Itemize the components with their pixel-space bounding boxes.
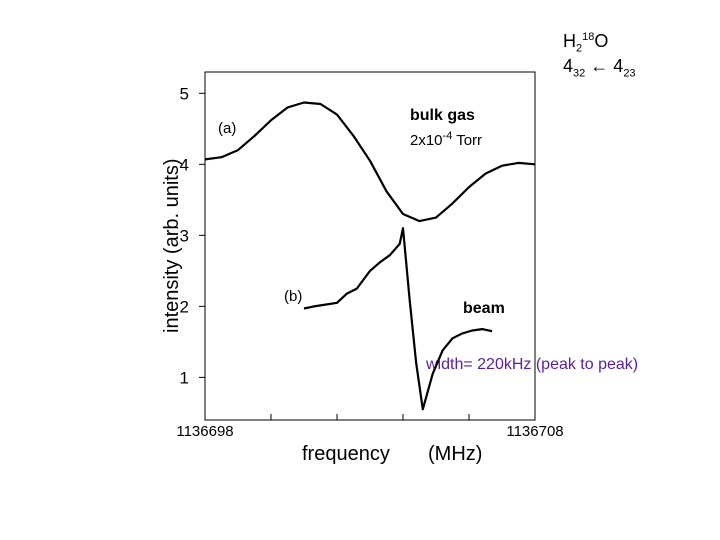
plot-frame [204,71,536,421]
x-axis-ticks: 1136698 1136708 [176,414,564,440]
beam-label: beam [463,300,505,317]
transition-label: 432 ← 423 [563,56,636,80]
molecule-sub: 2 [576,42,583,55]
series-label-a: (a) [218,120,236,137]
transition-lower: 4 [613,56,624,76]
y-axis-ticks: 1 2 3 4 5 [180,84,205,387]
molecule-tail: O [594,31,609,51]
x-tick-label: 1136708 [506,423,563,440]
molecule-base: H [563,31,576,51]
y-axis-label: intensity (arb. units) [161,158,183,333]
trace-beam [303,227,493,411]
pressure-exp: -4 [442,130,453,142]
transition-upper: 4 [563,56,574,76]
bulk-gas-label: bulk gas [410,107,475,124]
transition-lower-sub: 23 [623,67,636,80]
molecule-label: H218O [563,31,608,55]
y-tick-label: 4 [180,155,189,174]
y-tick-label: 2 [180,297,189,316]
y-tick-label: 1 [180,368,189,387]
x-axis-label-unit: (MHz) [428,443,482,465]
x-axis-label-main: frequency [302,443,390,465]
pressure-label: 2x10-4 Torr [410,130,482,149]
width-note: width= 220kHz (peak to peak) [426,356,639,373]
x-tick-label: 1136698 [176,423,233,440]
transition-upper-sub: 32 [573,67,586,80]
series-label-b: (b) [284,288,302,305]
molecule-sup: 18 [582,31,595,43]
pressure-unit: Torr [452,132,483,149]
trace-bulk-gas [204,101,536,223]
y-tick-label: 5 [180,84,189,103]
pressure-prefix: 2x10 [410,132,443,149]
y-tick-label: 3 [180,226,189,245]
transition-arrow: ← [590,56,609,76]
